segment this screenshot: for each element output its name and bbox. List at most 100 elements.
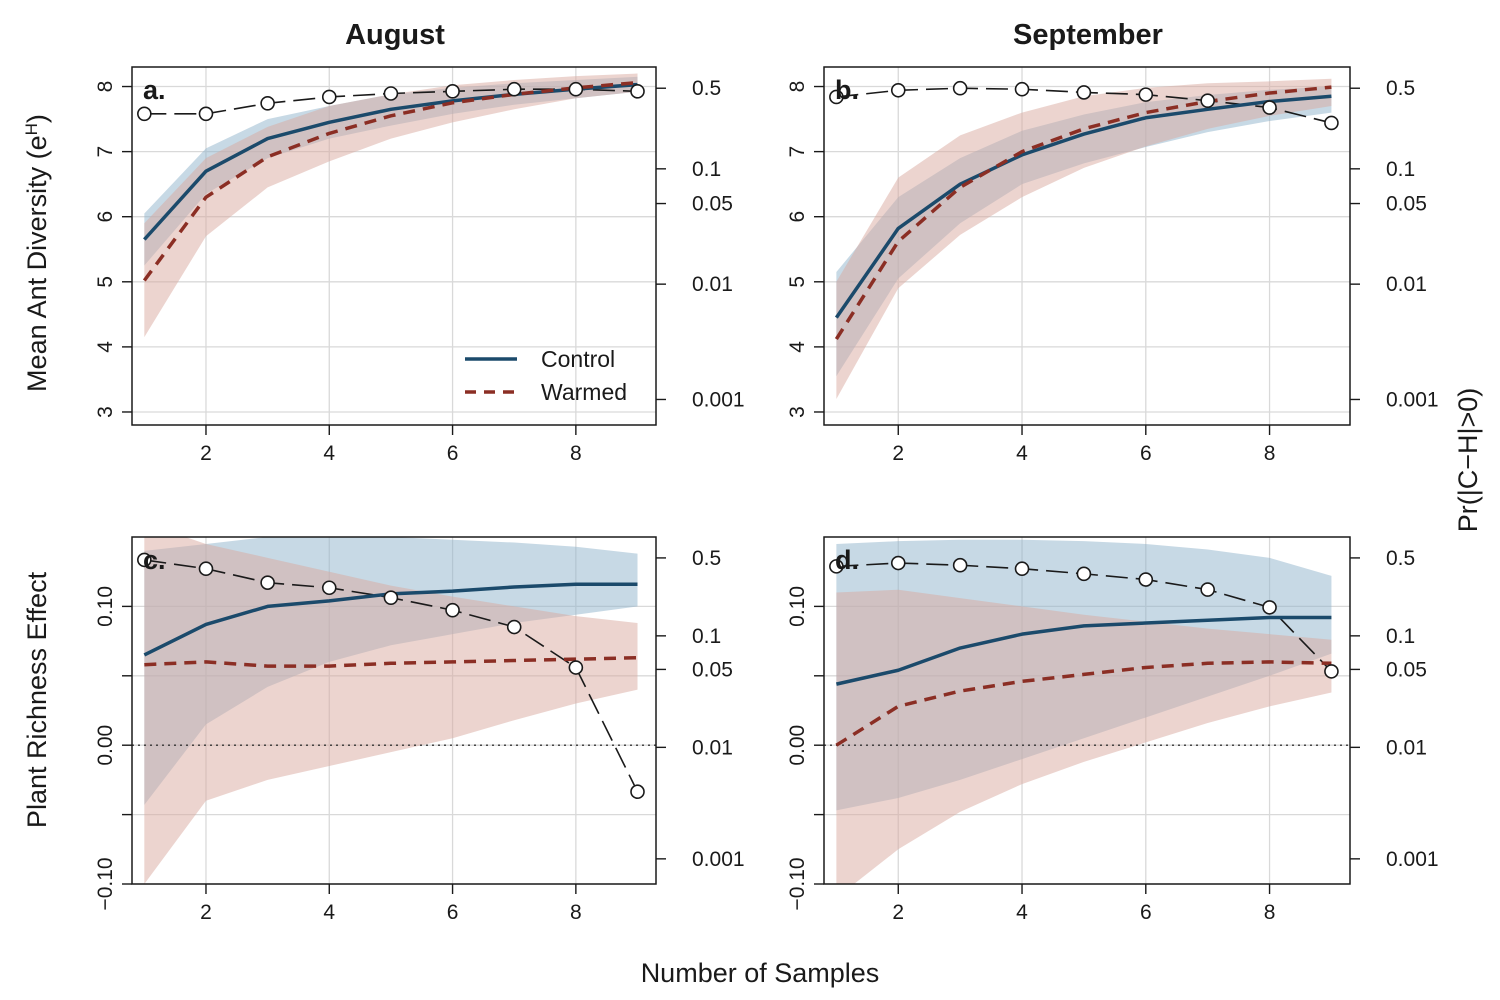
y2-tick-label-a-1: 0.01 <box>692 273 733 296</box>
y-tick-label-d-4: 0.10 <box>786 586 809 627</box>
band-warmed-a <box>144 73 638 338</box>
series-line-control-b <box>834 94 1332 319</box>
series-line-control-a <box>143 82 638 241</box>
probability-point-c-6 <box>445 602 460 618</box>
panel-tag-a: a. <box>143 75 166 105</box>
legend-control-label: Control <box>541 346 615 372</box>
plot-area-a <box>142 73 638 338</box>
y-tick-label-c-4: 0.10 <box>94 586 117 627</box>
probability-point-c-5 <box>383 590 399 605</box>
y2-tick-label-d-2: 0.05 <box>1386 658 1427 681</box>
probability-point-c-9 <box>630 784 645 800</box>
y-tick-label-b-4: 7 <box>786 146 809 158</box>
x-tick-label-c-8: 8 <box>570 901 582 924</box>
band-control-a <box>144 76 638 266</box>
y-tick-label-d-0: −0.10 <box>786 857 809 910</box>
probability-point-b-9 <box>1324 115 1339 131</box>
y-axis-title-richness: Plant Richness Effect <box>22 571 52 828</box>
probability-point-a-7 <box>506 81 522 97</box>
x-tick-label-a-6: 6 <box>447 442 459 465</box>
y2-tick-label-d-1: 0.01 <box>1386 736 1427 759</box>
probability-point-c-2 <box>198 561 214 577</box>
panel-b: 2 4 6 8 3 4 5 6 7 8 0.001 0.01 0.05 0.1 0.5 b. <box>786 66 1439 465</box>
probability-point-d-3 <box>952 557 968 573</box>
probability-point-a-4 <box>321 89 337 105</box>
x-tick-label-b-2: 2 <box>892 442 904 465</box>
probability-point-a-8 <box>568 81 584 97</box>
y2-tick-label-b-1: 0.01 <box>1386 273 1427 296</box>
probability-point-c-4 <box>321 580 337 596</box>
probability-point-d-4 <box>1014 561 1030 577</box>
y-tick-label-b-5: 8 <box>786 81 809 93</box>
y2-tick-label-c-1: 0.01 <box>692 736 733 759</box>
y-tick-label-c-0: −0.10 <box>94 857 117 910</box>
x-tick-label-b-6: 6 <box>1140 442 1152 465</box>
column-title-september: September <box>1013 19 1163 51</box>
series-line-warmed-c <box>144 656 638 668</box>
plot-area-c <box>132 537 656 884</box>
x-tick-label-a-4: 4 <box>323 442 335 465</box>
y2-tick-label-c-4: 0.5 <box>692 547 721 570</box>
panel-tag-d: d. <box>835 545 859 575</box>
y2-tick-label-b-0: 0.001 <box>1386 388 1439 411</box>
y2-tick-label-b-2: 0.05 <box>1386 193 1427 216</box>
probability-point-d-8 <box>1262 600 1277 615</box>
probability-point-b-3 <box>952 80 968 96</box>
x-tick-label-b-4: 4 <box>1016 442 1028 465</box>
probability-point-d-6 <box>1138 572 1154 587</box>
plot-frame-d <box>823 536 1351 885</box>
y2-tick-label-d-4: 0.5 <box>1386 547 1415 570</box>
y2-tick-label-c-3: 0.1 <box>692 625 721 648</box>
y2-tick-label-c-0: 0.001 <box>692 848 745 871</box>
y2-tick-label-a-2: 0.05 <box>692 193 733 216</box>
probability-point-b-1 <box>829 89 844 105</box>
plot-frame-a <box>131 66 657 426</box>
probability-point-d-1 <box>829 559 844 574</box>
x-tick-label-d-4: 4 <box>1016 901 1028 924</box>
y-tick-label-a-5: 8 <box>94 81 117 93</box>
right-axis-title: Pr(|C−H|>0) <box>1453 388 1483 533</box>
x-tick-label-d-6: 6 <box>1140 901 1152 924</box>
y2-tick-label-c-2: 0.05 <box>692 658 733 681</box>
x-tick-label-d-8: 8 <box>1264 901 1276 924</box>
y-tick-label-a-3: 6 <box>94 211 117 223</box>
y-tick-label-a-0: 3 <box>94 406 117 418</box>
y-tick-label-c-2: 0.00 <box>94 725 117 766</box>
probability-point-a-1 <box>137 106 152 122</box>
panel-tag-b: b. <box>835 75 859 105</box>
panel-c: 2 4 6 8 −0.10 0.00 0.10 0.001 0.01 0.05 0.1 0.5 c. <box>94 536 745 924</box>
probability-point-b-4 <box>1014 81 1030 97</box>
x-tick-label-c-2: 2 <box>200 901 212 924</box>
probability-point-b-7 <box>1200 93 1215 108</box>
probability-point-a-2 <box>198 106 214 122</box>
y-tick-label-d-2: 0.00 <box>786 725 809 766</box>
legend: Control Warmed <box>465 346 627 405</box>
x-axis-title: Number of Samples <box>641 958 880 988</box>
probability-point-b-8 <box>1262 100 1277 115</box>
band-warmed-d <box>836 589 1332 884</box>
series-line-warmed-b <box>834 85 1332 341</box>
probability-point-d-2 <box>890 555 906 571</box>
x-tick-label-c-6: 6 <box>447 901 459 924</box>
y2-tick-label-b-3: 0.1 <box>1386 158 1415 181</box>
probability-point-c-8 <box>568 660 584 675</box>
y2-tick-label-b-4: 0.5 <box>1386 77 1415 100</box>
y-tick-label-a-4: 7 <box>94 146 117 158</box>
probability-point-b-6 <box>1138 87 1154 102</box>
y2-tick-label-a-3: 0.1 <box>692 158 721 181</box>
y-tick-label-a-2: 5 <box>94 276 117 288</box>
plot-area-b <box>834 78 1332 399</box>
probability-point-a-5 <box>383 86 399 101</box>
x-tick-label-d-2: 2 <box>892 901 904 924</box>
probability-point-d-5 <box>1076 566 1092 582</box>
y2-tick-label-d-3: 0.1 <box>1386 625 1415 648</box>
plot-frame-c <box>131 536 657 885</box>
series-line-control-d <box>835 615 1332 686</box>
column-title-august: August <box>345 19 445 51</box>
x-tick-label-b-8: 8 <box>1264 442 1276 465</box>
panel-a: 2 4 6 8 3 4 5 6 7 8 0.001 0.01 0.05 0.1 0.5 a. <box>94 66 745 465</box>
y-tick-label-b-1: 4 <box>786 341 809 353</box>
x-tick-label-a-8: 8 <box>570 442 582 465</box>
band-warmed-b <box>836 78 1332 399</box>
